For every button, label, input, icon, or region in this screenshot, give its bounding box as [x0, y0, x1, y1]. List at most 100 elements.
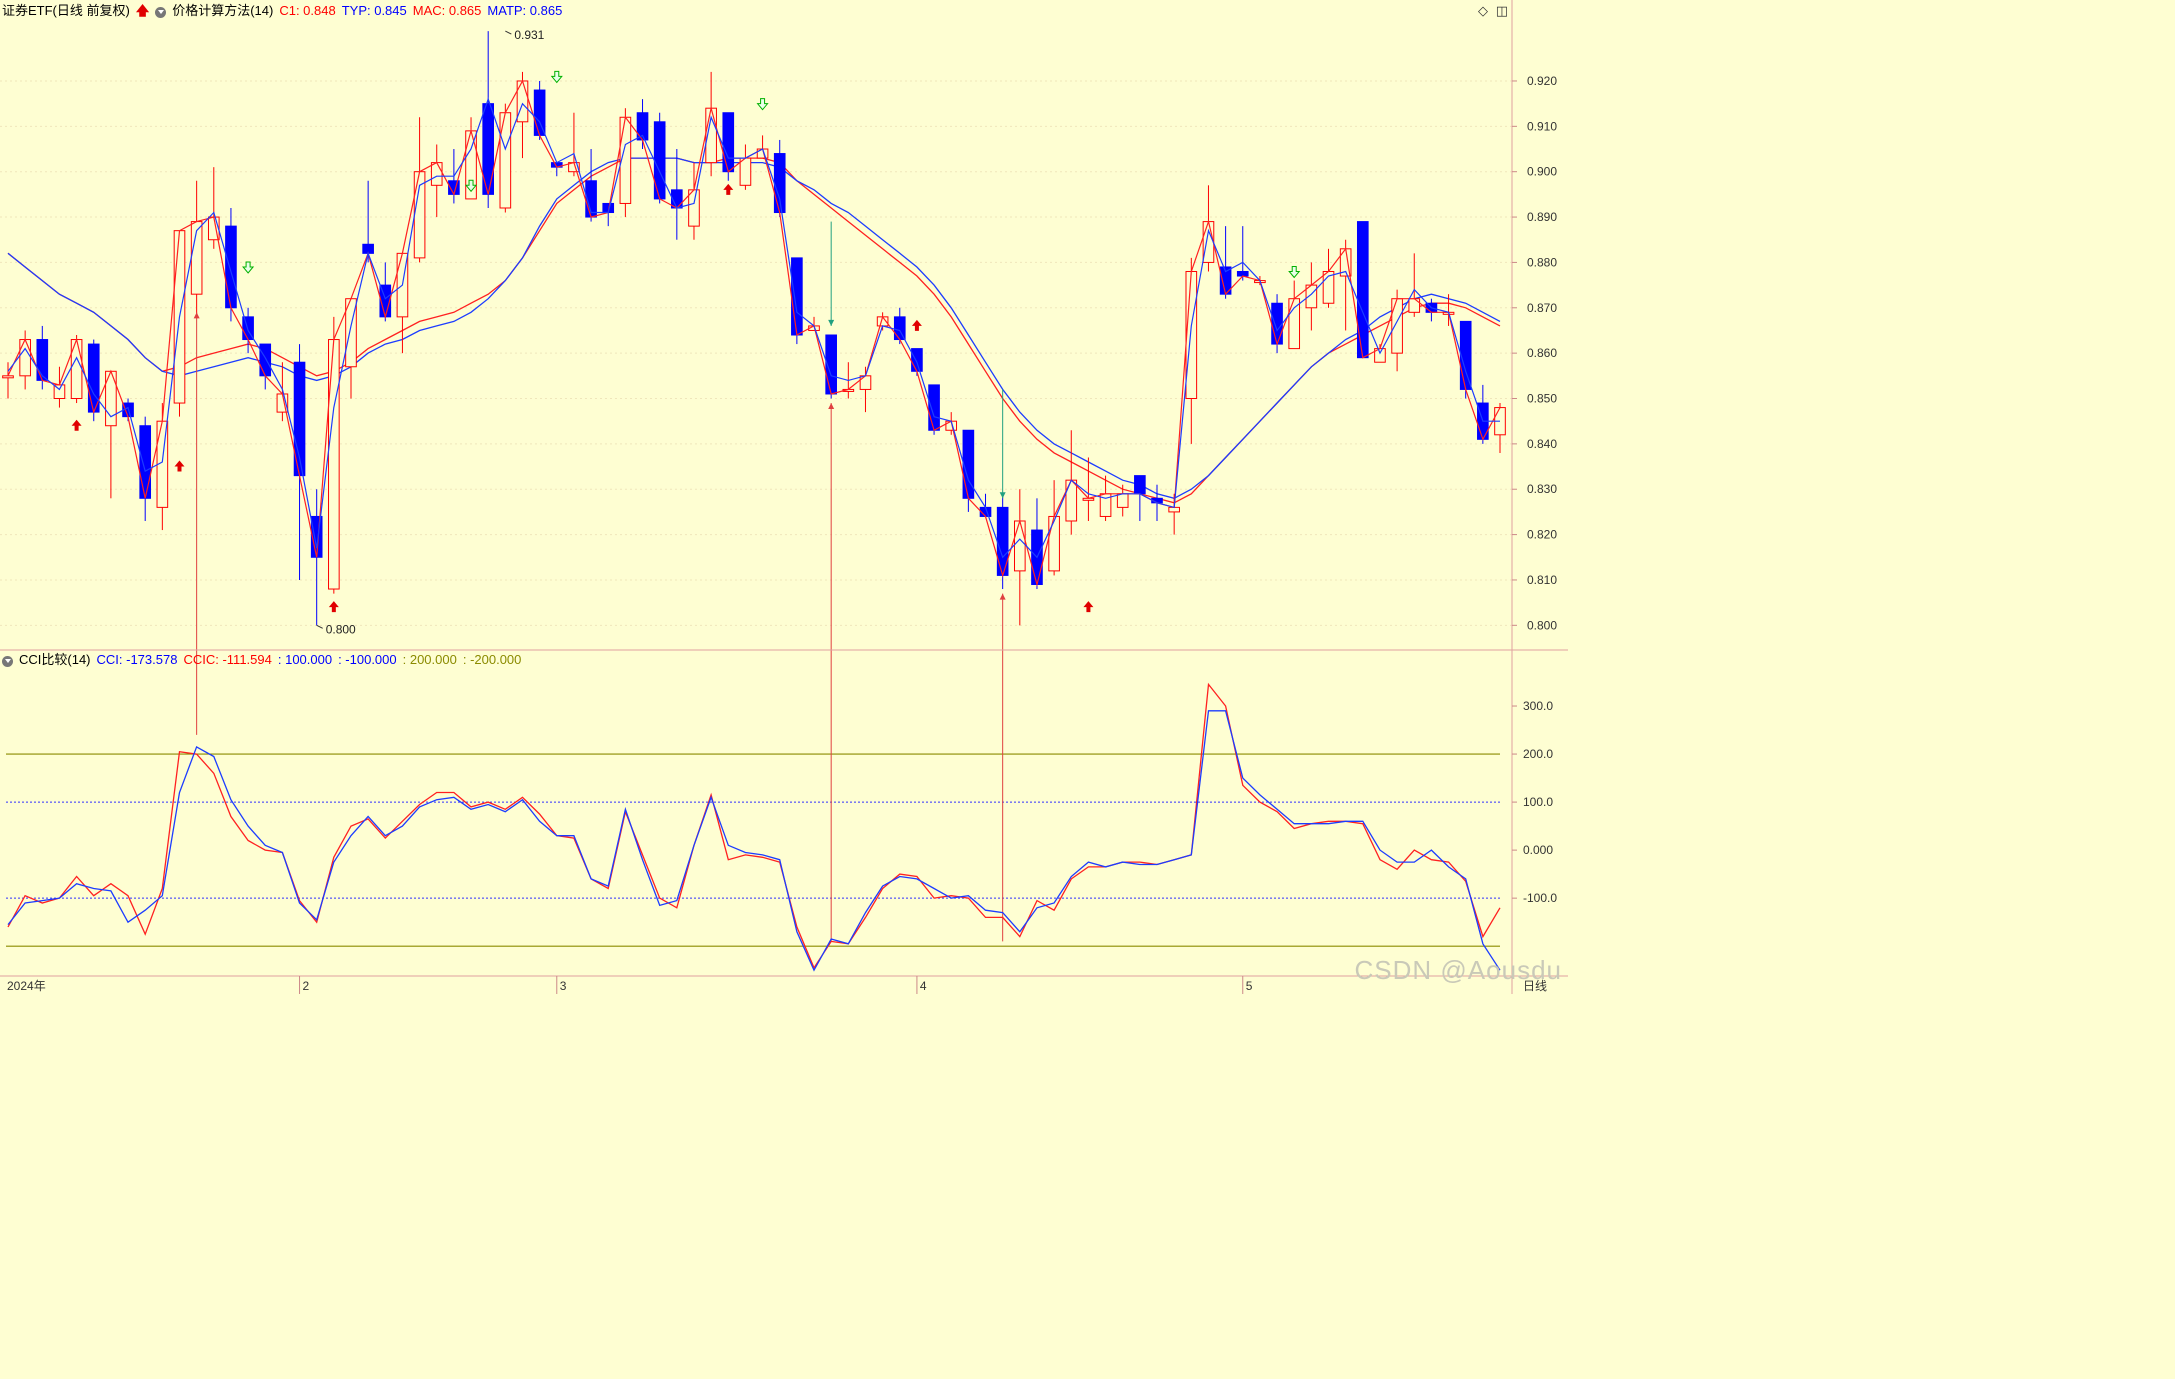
candle-body-down — [259, 343, 272, 377]
main-grid — [0, 80, 1512, 626]
candlesticks — [2, 31, 1506, 626]
candle-body-down — [139, 425, 152, 499]
buy-arrow — [911, 319, 922, 331]
axes: 0.920 0.910 0.900 0.890 0.880 0.870 0.860 0.850… — [0, 0, 1568, 994]
diamond-icon[interactable]: ◇ — [1478, 3, 1488, 18]
candle-body-up — [1116, 493, 1129, 508]
candle-body-up — [1048, 515, 1060, 572]
extreme-label: 0.800 — [326, 622, 356, 636]
signal-line-head — [828, 403, 835, 410]
cci-tick-label: 0.000 — [1523, 843, 1553, 857]
candle-body-down — [791, 257, 803, 336]
sell-arrow — [464, 179, 478, 193]
method-label[interactable]: 价格计算方法(14) — [172, 3, 274, 18]
ccic-value: CCIC: -111.594 — [183, 652, 272, 667]
buy-arrow — [71, 419, 82, 431]
candle-body-up — [859, 375, 872, 390]
candle-body-up — [1202, 221, 1215, 263]
signal-arrows: 0.931 0.800 — [71, 28, 1301, 942]
buy-arrow — [723, 183, 734, 195]
cci-tick-label: 300.0 — [1523, 699, 1553, 713]
indicator-grid — [6, 753, 1500, 947]
ref-100-value: : 100.000 — [277, 652, 333, 667]
candle-body-down — [36, 339, 49, 381]
indicator-header: CCI比较(14) CCI: -173.578 CCIC: -111.594 :… — [2, 650, 521, 670]
dropdown-circle-icon[interactable] — [155, 6, 167, 18]
candle-body-down — [533, 89, 546, 136]
candle-body-up — [739, 157, 752, 186]
candle-body-down — [1271, 302, 1283, 345]
price-lines — [7, 79, 1501, 587]
chart-canvas[interactable]: 0.931 0.800 0.920 0.910 0.900 0.890 0.880 0.87… — [0, 0, 1568, 994]
c1-value: C1: 0.848 — [279, 3, 336, 18]
price-tick-label: 0.890 — [1527, 210, 1557, 224]
cci-tick-label: 200.0 — [1523, 747, 1553, 761]
indicator-name[interactable]: CCI比较(14) — [19, 652, 91, 667]
extreme-pointer — [505, 30, 512, 35]
time-tick-label: 2 — [303, 979, 310, 993]
candle-body-up — [413, 171, 426, 259]
cci-tick-label: -100.0 — [1523, 891, 1557, 905]
ref-minus100-value: : -100.000 — [338, 652, 397, 667]
main-chart-header: 证券ETF(日线 前复权) 🡅 价格计算方法(14) C1: 0.848 TYP… — [2, 1, 562, 21]
price-tick-label: 0.850 — [1527, 392, 1557, 406]
candle-body-up — [1408, 298, 1421, 313]
candle-body-up — [1288, 298, 1301, 350]
security-title[interactable]: 证券ETF(日线 前复权) — [2, 3, 130, 18]
price-tick-label: 0.880 — [1527, 255, 1557, 269]
extreme-pointer — [316, 624, 323, 629]
dropdown-circle-icon[interactable] — [2, 655, 13, 667]
cci-line — [7, 710, 1501, 972]
ref-minus200-value: : -200.000 — [462, 652, 522, 667]
matp-value: MATP: 0.865 — [487, 3, 563, 18]
candle-body-down — [1459, 320, 1472, 390]
candle-body-down — [928, 384, 940, 431]
ref-200-value: : 200.000 — [402, 652, 457, 667]
signal-line-head — [193, 312, 200, 319]
price-tick-label: 0.800 — [1527, 618, 1557, 632]
price-tick-label: 0.920 — [1527, 74, 1557, 88]
price-tick-label: 0.810 — [1527, 573, 1557, 587]
candle-body-up — [1185, 270, 1198, 400]
window-toggle-icon[interactable]: ◫ — [1495, 3, 1508, 18]
mac-value: MAC: 0.865 — [412, 3, 482, 18]
time-tick-label: 3 — [560, 979, 567, 993]
matp-line — [7, 157, 1501, 499]
candle-body-up — [1013, 520, 1026, 572]
period-label: 日线 — [1523, 979, 1547, 993]
candle-body-down — [1134, 475, 1146, 495]
candle-body-up — [19, 339, 31, 377]
up-arrow-icon: 🡅 — [135, 3, 150, 18]
candle-body-up — [1391, 298, 1403, 354]
watermark: CSDN @Aousdu — [1354, 955, 1562, 985]
price-tick-label: 0.900 — [1527, 165, 1557, 179]
sell-arrow — [1288, 265, 1301, 279]
price-tick-label: 0.840 — [1527, 437, 1557, 451]
candle-body-down — [911, 348, 923, 372]
candle-body-up — [1065, 479, 1078, 522]
sell-arrow — [242, 261, 255, 274]
moving-average-lines — [7, 157, 1501, 504]
candle-body-up — [1168, 506, 1180, 513]
candle-body-down — [773, 153, 786, 214]
sell-arrow — [550, 70, 563, 84]
cci-value: CCI: -173.578 — [96, 652, 178, 667]
teal-signal-head — [828, 319, 835, 326]
ccic-line — [7, 682, 1501, 970]
candle-body-up — [688, 189, 700, 227]
buy-arrow — [328, 601, 339, 613]
buy-arrow — [1083, 601, 1094, 613]
price-tick-label: 0.820 — [1527, 528, 1557, 542]
typ-value: TYP: 0.845 — [341, 3, 407, 18]
buy-arrow — [174, 460, 185, 472]
candle-body-down — [722, 112, 735, 173]
candle-body-up — [2, 375, 14, 379]
sell-arrow — [756, 98, 769, 111]
typ-line — [7, 97, 1500, 559]
candle-body-down — [962, 429, 975, 499]
time-tick-label: 4 — [920, 979, 927, 993]
signal-line-head — [999, 593, 1006, 600]
extreme-label: 0.931 — [514, 28, 544, 42]
price-tick-label: 0.910 — [1527, 119, 1557, 133]
candle-body-down — [225, 225, 237, 309]
